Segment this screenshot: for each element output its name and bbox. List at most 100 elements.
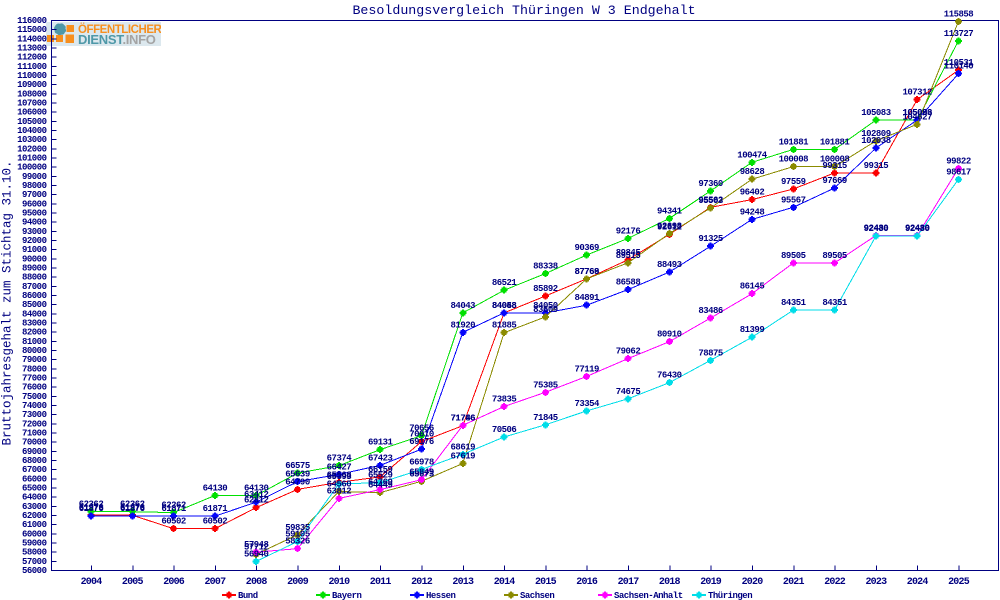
svg-text:105000: 105000	[17, 117, 47, 127]
svg-text:68000: 68000	[22, 456, 47, 466]
svg-text:70656: 70656	[409, 424, 434, 434]
svg-text:2006: 2006	[163, 577, 185, 588]
svg-text:100000: 100000	[17, 163, 47, 173]
svg-text:58326: 58326	[285, 537, 310, 547]
svg-text:69176: 69176	[409, 437, 434, 447]
svg-text:99315: 99315	[822, 161, 847, 171]
svg-text:76430: 76430	[657, 371, 682, 381]
svg-text:59000: 59000	[22, 539, 47, 549]
svg-text:112000: 112000	[17, 53, 47, 63]
svg-text:Thüringen: Thüringen	[708, 591, 752, 600]
svg-text:89505: 89505	[822, 251, 847, 261]
svg-text:63000: 63000	[22, 502, 47, 512]
svg-text:65639: 65639	[285, 470, 310, 480]
svg-text:64000: 64000	[22, 493, 47, 503]
svg-text:84351: 84351	[781, 298, 807, 308]
svg-text:2017: 2017	[618, 577, 640, 588]
svg-text:Bund: Bund	[238, 591, 258, 600]
svg-text:105096: 105096	[902, 108, 932, 118]
svg-text:Besoldungsvergleich Thüringen: Besoldungsvergleich Thüringen W 3 Endgeh…	[352, 3, 695, 18]
svg-text:109000: 109000	[17, 80, 47, 90]
svg-text:73354: 73354	[574, 399, 600, 409]
svg-text:61976: 61976	[79, 503, 104, 513]
svg-text:71845: 71845	[533, 413, 558, 423]
svg-text:57712: 57712	[244, 542, 269, 552]
svg-text:60502: 60502	[161, 517, 186, 527]
svg-text:86588: 86588	[616, 278, 641, 288]
svg-text:79062: 79062	[616, 347, 641, 357]
svg-text:ÖFFENTLICHER: ÖFFENTLICHER	[78, 23, 161, 36]
svg-text:61976: 61976	[120, 503, 145, 513]
svg-text:84351: 84351	[822, 298, 848, 308]
svg-text:70010: 70010	[409, 430, 434, 440]
svg-text:62812: 62812	[244, 496, 269, 506]
svg-text:2013: 2013	[452, 577, 474, 588]
svg-text:97000: 97000	[22, 190, 47, 200]
svg-text:67374: 67374	[327, 454, 353, 464]
svg-text:77119: 77119	[574, 364, 599, 374]
svg-text:2023: 2023	[865, 577, 887, 588]
svg-text:84048: 84048	[492, 301, 517, 311]
svg-text:65393: 65393	[327, 472, 352, 482]
svg-text:66427: 66427	[327, 462, 352, 472]
svg-text:64560: 64560	[327, 480, 352, 490]
svg-text:2010: 2010	[328, 577, 350, 588]
svg-text:84000: 84000	[22, 309, 47, 319]
svg-text:74000: 74000	[22, 401, 47, 411]
svg-text:92480: 92480	[905, 224, 930, 234]
svg-text:101000: 101000	[17, 154, 47, 164]
svg-text:87000: 87000	[22, 282, 47, 292]
svg-text:102809: 102809	[861, 129, 891, 139]
svg-text:87768: 87768	[574, 267, 599, 277]
svg-text:104627: 104627	[902, 112, 932, 122]
svg-text:110531: 110531	[944, 58, 975, 68]
svg-text:92612: 92612	[657, 222, 682, 232]
svg-text:56000: 56000	[22, 566, 47, 576]
svg-text:92430: 92430	[905, 224, 930, 234]
svg-text:103000: 103000	[17, 135, 47, 145]
svg-text:87769: 87769	[574, 267, 599, 277]
svg-text:84043: 84043	[451, 301, 476, 311]
svg-text:88000: 88000	[22, 273, 47, 283]
svg-text:92000: 92000	[22, 236, 47, 246]
svg-text:98617: 98617	[946, 167, 971, 177]
svg-text:84050: 84050	[533, 301, 558, 311]
svg-text:89845: 89845	[616, 248, 641, 258]
svg-text:113727: 113727	[944, 29, 974, 39]
svg-text:61000: 61000	[22, 520, 47, 530]
svg-text:101881: 101881	[779, 137, 810, 147]
svg-text:2015: 2015	[535, 577, 557, 588]
svg-text:92176: 92176	[616, 226, 641, 236]
svg-text:2014: 2014	[494, 577, 516, 588]
svg-text:105083: 105083	[861, 108, 891, 118]
svg-text:61876: 61876	[120, 504, 145, 514]
svg-text:97559: 97559	[781, 177, 806, 187]
svg-text:63412: 63412	[244, 490, 269, 500]
svg-text:84058: 84058	[492, 301, 517, 311]
svg-text:106000: 106000	[17, 108, 47, 118]
svg-text:76000: 76000	[22, 383, 47, 393]
svg-text:64790: 64790	[285, 477, 310, 487]
svg-text:111000: 111000	[17, 62, 47, 72]
svg-text:85892: 85892	[533, 284, 558, 294]
svg-text:95567: 95567	[781, 195, 806, 205]
svg-text:75000: 75000	[22, 392, 47, 402]
svg-text:73835: 73835	[492, 395, 517, 405]
svg-text:104000: 104000	[17, 126, 47, 136]
svg-text:68619: 68619	[451, 442, 476, 452]
svg-text:89505: 89505	[781, 251, 806, 261]
svg-text:102038: 102038	[861, 136, 891, 146]
svg-text:86521: 86521	[492, 278, 518, 288]
svg-text:72000: 72000	[22, 419, 47, 429]
svg-text:62262: 62262	[161, 501, 186, 511]
svg-text:65000: 65000	[22, 484, 47, 494]
svg-text:86000: 86000	[22, 291, 47, 301]
svg-text:82000: 82000	[22, 328, 47, 338]
svg-text:71000: 71000	[22, 429, 47, 439]
svg-text:94341: 94341	[657, 207, 683, 217]
svg-text:78875: 78875	[698, 348, 723, 358]
svg-text:110140: 110140	[944, 62, 974, 72]
svg-text:96000: 96000	[22, 199, 47, 209]
svg-text:115858: 115858	[944, 9, 974, 19]
svg-text:2021: 2021	[783, 577, 805, 588]
